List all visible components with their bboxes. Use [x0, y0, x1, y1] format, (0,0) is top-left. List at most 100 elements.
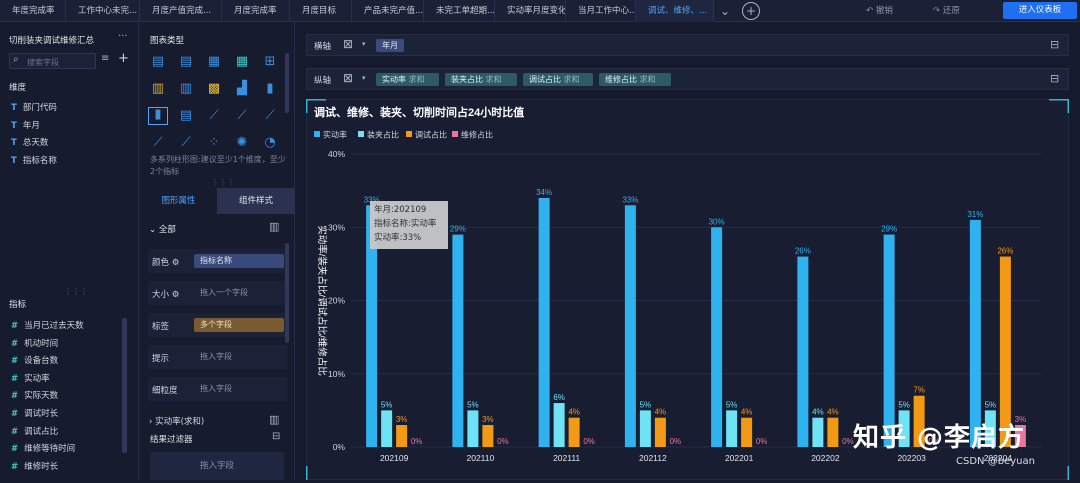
y-tick-label: 10%	[328, 369, 345, 379]
color-prop[interactable]: 颜色 ⚙ 指标名称	[148, 249, 287, 273]
legend-label: 维修占比	[461, 130, 493, 140]
measure-field[interactable]: # 实动率	[11, 373, 50, 384]
data-label: 6%	[553, 393, 565, 402]
dimension-field[interactable]: T 指标名称	[11, 155, 57, 166]
lock-icon[interactable]: ⊟	[1050, 72, 1060, 85]
line-chart-icon[interactable]: ⟋	[209, 108, 219, 123]
prop-value[interactable]: 指标名称	[194, 254, 284, 268]
bar	[538, 197, 550, 447]
y-axis-field[interactable]: 调试占比 求和	[523, 73, 593, 86]
tab-6[interactable]: 未完工单超期...	[424, 0, 495, 22]
measure-field[interactable]: # 当月已过去天数	[11, 321, 84, 331]
all-section[interactable]: ⌄ 全部	[149, 225, 176, 235]
settings-icon[interactable]: ⚙	[171, 290, 180, 300]
prop-value[interactable]: 拖入一个字段	[194, 286, 284, 300]
stacked-bar-chart-icon[interactable]: ▥	[151, 81, 165, 96]
scrollbar[interactable]	[122, 318, 127, 453]
tab-8[interactable]: 当月工作中心...	[566, 0, 636, 22]
dimension-field[interactable]: T 部门代码	[11, 103, 57, 113]
cross-table-chart-icon[interactable]: ▦	[207, 54, 221, 69]
measure-field[interactable]: # 维修时长	[11, 461, 59, 472]
heat-table-chart-icon[interactable]: ▦	[235, 54, 249, 69]
tab-9[interactable]: 调试、维修、...	[636, 0, 714, 22]
tab-2[interactable]: 月度产值完成...	[140, 0, 222, 22]
enter-dashboard-button[interactable]: 进入仪表板	[1003, 2, 1077, 19]
measure-field[interactable]: # 实际天数	[11, 391, 59, 402]
frame-corner	[304, 97, 326, 113]
add-field-icon[interactable]: +	[118, 51, 129, 66]
undo-button[interactable]: ↶ 撤销	[866, 6, 893, 16]
area-chart-icon[interactable]: ⟋	[237, 108, 247, 123]
scrollbar[interactable]	[285, 53, 289, 113]
drag-handle[interactable]: ⋮⋮⋮	[211, 178, 235, 187]
text-type-icon: T	[11, 103, 17, 113]
line-multi-chart-icon[interactable]: ⟋	[265, 108, 275, 123]
prop-value[interactable]: 多个字段	[194, 318, 284, 332]
chevron-down-icon[interactable]: ▾	[362, 74, 366, 82]
pie-chart-icon[interactable]: ◔	[264, 135, 276, 150]
lock-icon[interactable]: ⊟	[272, 431, 281, 442]
line-compare-chart-icon[interactable]: ⟋	[153, 135, 163, 150]
table-group-chart-icon[interactable]: ▤	[179, 54, 193, 69]
bar-chart-icon[interactable]: ▥	[269, 220, 280, 233]
prop-label: 大小 ⚙	[152, 290, 180, 300]
column-chart-icon[interactable]: ▮	[266, 81, 274, 96]
tab-graph-attrs[interactable]: 图形属性	[161, 196, 196, 206]
measure-field[interactable]: # 机动时间	[11, 338, 59, 349]
lock-icon[interactable]: ⊟	[1050, 38, 1060, 51]
horizontal-bar-chart-icon[interactable]: ▤	[179, 108, 193, 123]
tab-0[interactable]: 年度完成率	[0, 0, 66, 22]
redo-button[interactable]: ↷ 还原	[933, 6, 960, 16]
multi-bar-chart-icon[interactable]: ▟	[237, 81, 247, 96]
measure-field[interactable]: # 调试时长	[11, 409, 59, 419]
measure-field[interactable]: # 维修等待时间	[11, 444, 76, 455]
tab-3[interactable]: 月度完成率	[222, 0, 290, 22]
dimension-field[interactable]: T 年月	[11, 120, 40, 131]
bar-chart-icon[interactable]: ▥	[269, 413, 280, 426]
measure-field[interactable]: # 调试占比	[11, 426, 59, 437]
label-prop[interactable]: 标签 多个字段	[148, 313, 287, 337]
scrollbar[interactable]	[285, 243, 289, 343]
prop-value[interactable]: 拖入字段	[194, 382, 284, 396]
kpi-chart-icon[interactable]: ⊞	[264, 54, 276, 69]
column-multi-chart-icon[interactable]: ▮	[148, 107, 168, 125]
drag-handle[interactable]: ⋮⋮⋮	[64, 287, 88, 296]
scatter-chart-icon[interactable]: ⁘	[208, 135, 220, 150]
filter-drop-zone[interactable]: 拖入字段	[150, 452, 284, 480]
tab-4[interactable]: 月度目标	[290, 0, 352, 22]
y-axis-label: 纵轴	[314, 76, 332, 86]
chevron-down-icon[interactable]: ▾	[362, 40, 366, 48]
prop-label: 提示	[152, 354, 170, 364]
measure-field[interactable]: # 设备台数	[11, 356, 59, 367]
y-axis-field[interactable]: 实动率 求和	[376, 73, 439, 86]
x-tick-label: 202109	[380, 453, 409, 463]
table-chart-icon[interactable]: ▤	[151, 54, 165, 69]
tooltip-prop[interactable]: 提示 拖入字段	[148, 345, 287, 369]
granularity-prop[interactable]: 细粒度 拖入字段	[148, 377, 287, 401]
series-item[interactable]: › 实动率(求和)	[149, 417, 205, 427]
search-input[interactable]: ⌕ 搜索字段	[9, 53, 96, 69]
y-axis-type-icon[interactable]: ⊠	[343, 71, 354, 85]
more-icon[interactable]: ···	[118, 31, 128, 42]
y-axis-field[interactable]: 装夹占比 求和	[445, 73, 517, 86]
network-chart-icon[interactable]: ✺	[236, 135, 248, 150]
y-axis-field[interactable]: 维修占比 求和	[599, 73, 671, 86]
size-prop[interactable]: 大小 ⚙ 拖入一个字段	[148, 281, 287, 305]
tab-5[interactable]: 产品未完产值...	[352, 0, 424, 22]
dimension-field[interactable]: T 总天数	[11, 138, 49, 148]
sort-icon[interactable]: ≡	[101, 53, 110, 64]
x-axis-field[interactable]: 年月	[376, 39, 404, 52]
add-tab-icon[interactable]: +	[742, 2, 760, 20]
chevron-down-icon[interactable]: ⌄	[719, 4, 731, 18]
settings-icon[interactable]: ⚙	[171, 258, 180, 268]
number-type-icon: #	[11, 321, 19, 331]
heatmap-chart-icon[interactable]: ▩	[207, 81, 221, 96]
tab-component-style[interactable]: 组件样式	[217, 188, 295, 214]
prop-value[interactable]: 拖入字段	[194, 350, 284, 364]
tab-7[interactable]: 实动率月度变化	[495, 0, 566, 22]
bar	[726, 410, 738, 447]
tab-1[interactable]: 工作中心未完...	[66, 0, 140, 22]
grouped-bar-chart-icon[interactable]: ▥	[179, 81, 193, 96]
x-axis-type-icon[interactable]: ⊠	[343, 37, 354, 51]
area-curve-chart-icon[interactable]: ⟋	[181, 135, 191, 150]
